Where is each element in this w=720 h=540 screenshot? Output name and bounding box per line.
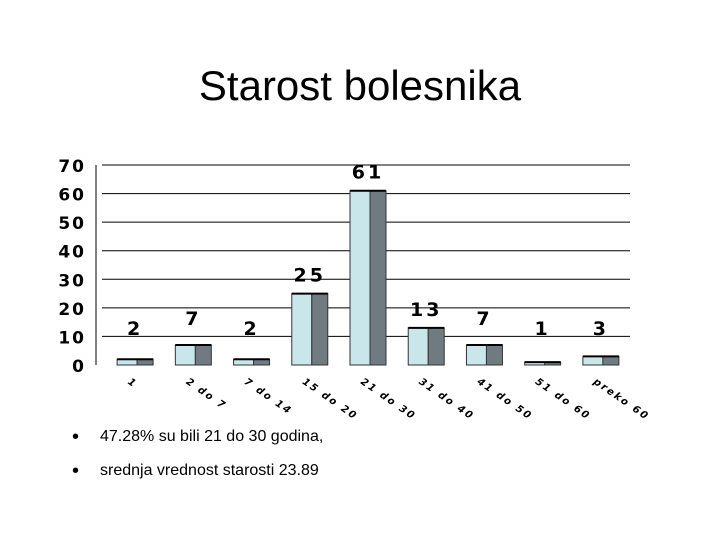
slide-title: Starost bolesnika bbox=[198, 62, 522, 109]
y-tick-label: 30 bbox=[58, 271, 86, 291]
data-label: 1 bbox=[535, 318, 551, 340]
bar-side bbox=[427, 327, 445, 366]
data-label: 2 bbox=[243, 318, 259, 340]
bullet-icon: • bbox=[72, 460, 80, 482]
bar-side bbox=[485, 344, 503, 366]
age-bar-chart: 0 10 20 30 40 50 60 70 2 1 7 2 do 7 2 7 do 14 25 15 do … bbox=[58, 157, 651, 423]
bullet-item: • srednja vrednost starosti 23.89 bbox=[72, 454, 323, 488]
data-label: 7 bbox=[185, 308, 201, 330]
x-tick-label: 15 do 20 bbox=[300, 376, 359, 422]
x-tick-label: preko 60 bbox=[590, 376, 651, 423]
y-tick-label: 50 bbox=[58, 214, 86, 234]
y-tick-label: 20 bbox=[58, 300, 86, 320]
data-label: 13 bbox=[410, 299, 442, 321]
bullet-list: • 47.28% su bili 21 do 30 godina, • sred… bbox=[72, 420, 323, 488]
bullet-text: srednja vrednost starosti 23.89 bbox=[100, 462, 319, 479]
y-tick-label: 70 bbox=[58, 157, 86, 177]
x-tick-label: 1 bbox=[125, 376, 139, 390]
bar-front bbox=[407, 327, 429, 366]
data-label: 7 bbox=[476, 308, 492, 330]
bar-front bbox=[582, 355, 604, 366]
bullet-text: 47.28% su bili 21 do 30 godina, bbox=[100, 428, 324, 445]
y-tick-label: 60 bbox=[58, 186, 86, 206]
bullet-icon: • bbox=[72, 426, 80, 448]
x-tick-label: 7 do 14 bbox=[242, 376, 294, 417]
x-tick-label: 2 do 7 bbox=[184, 376, 229, 412]
bar-front bbox=[349, 190, 371, 366]
x-tick-label: 41 do 50 bbox=[474, 376, 534, 423]
x-tick-label: 31 do 40 bbox=[417, 376, 476, 422]
x-tick-label: 21 do 30 bbox=[358, 376, 417, 422]
bullet-item: • 47.28% su bili 21 do 30 godina, bbox=[72, 420, 323, 454]
data-label: 61 bbox=[352, 162, 384, 184]
bar-front bbox=[291, 293, 313, 366]
data-label: 2 bbox=[127, 318, 143, 340]
bar-side bbox=[369, 190, 387, 366]
bar-front bbox=[465, 344, 487, 366]
bar-side bbox=[311, 293, 329, 366]
data-label: 25 bbox=[294, 265, 326, 287]
data-label: 3 bbox=[593, 318, 609, 340]
y-tick-label: 0 bbox=[72, 357, 86, 377]
bar-side bbox=[194, 344, 212, 366]
bar-side bbox=[602, 355, 620, 366]
x-tick-label: 51 do 60 bbox=[533, 376, 592, 422]
y-tick-label: 10 bbox=[58, 328, 86, 348]
bar-front bbox=[174, 344, 196, 366]
y-tick-label: 40 bbox=[58, 243, 86, 263]
